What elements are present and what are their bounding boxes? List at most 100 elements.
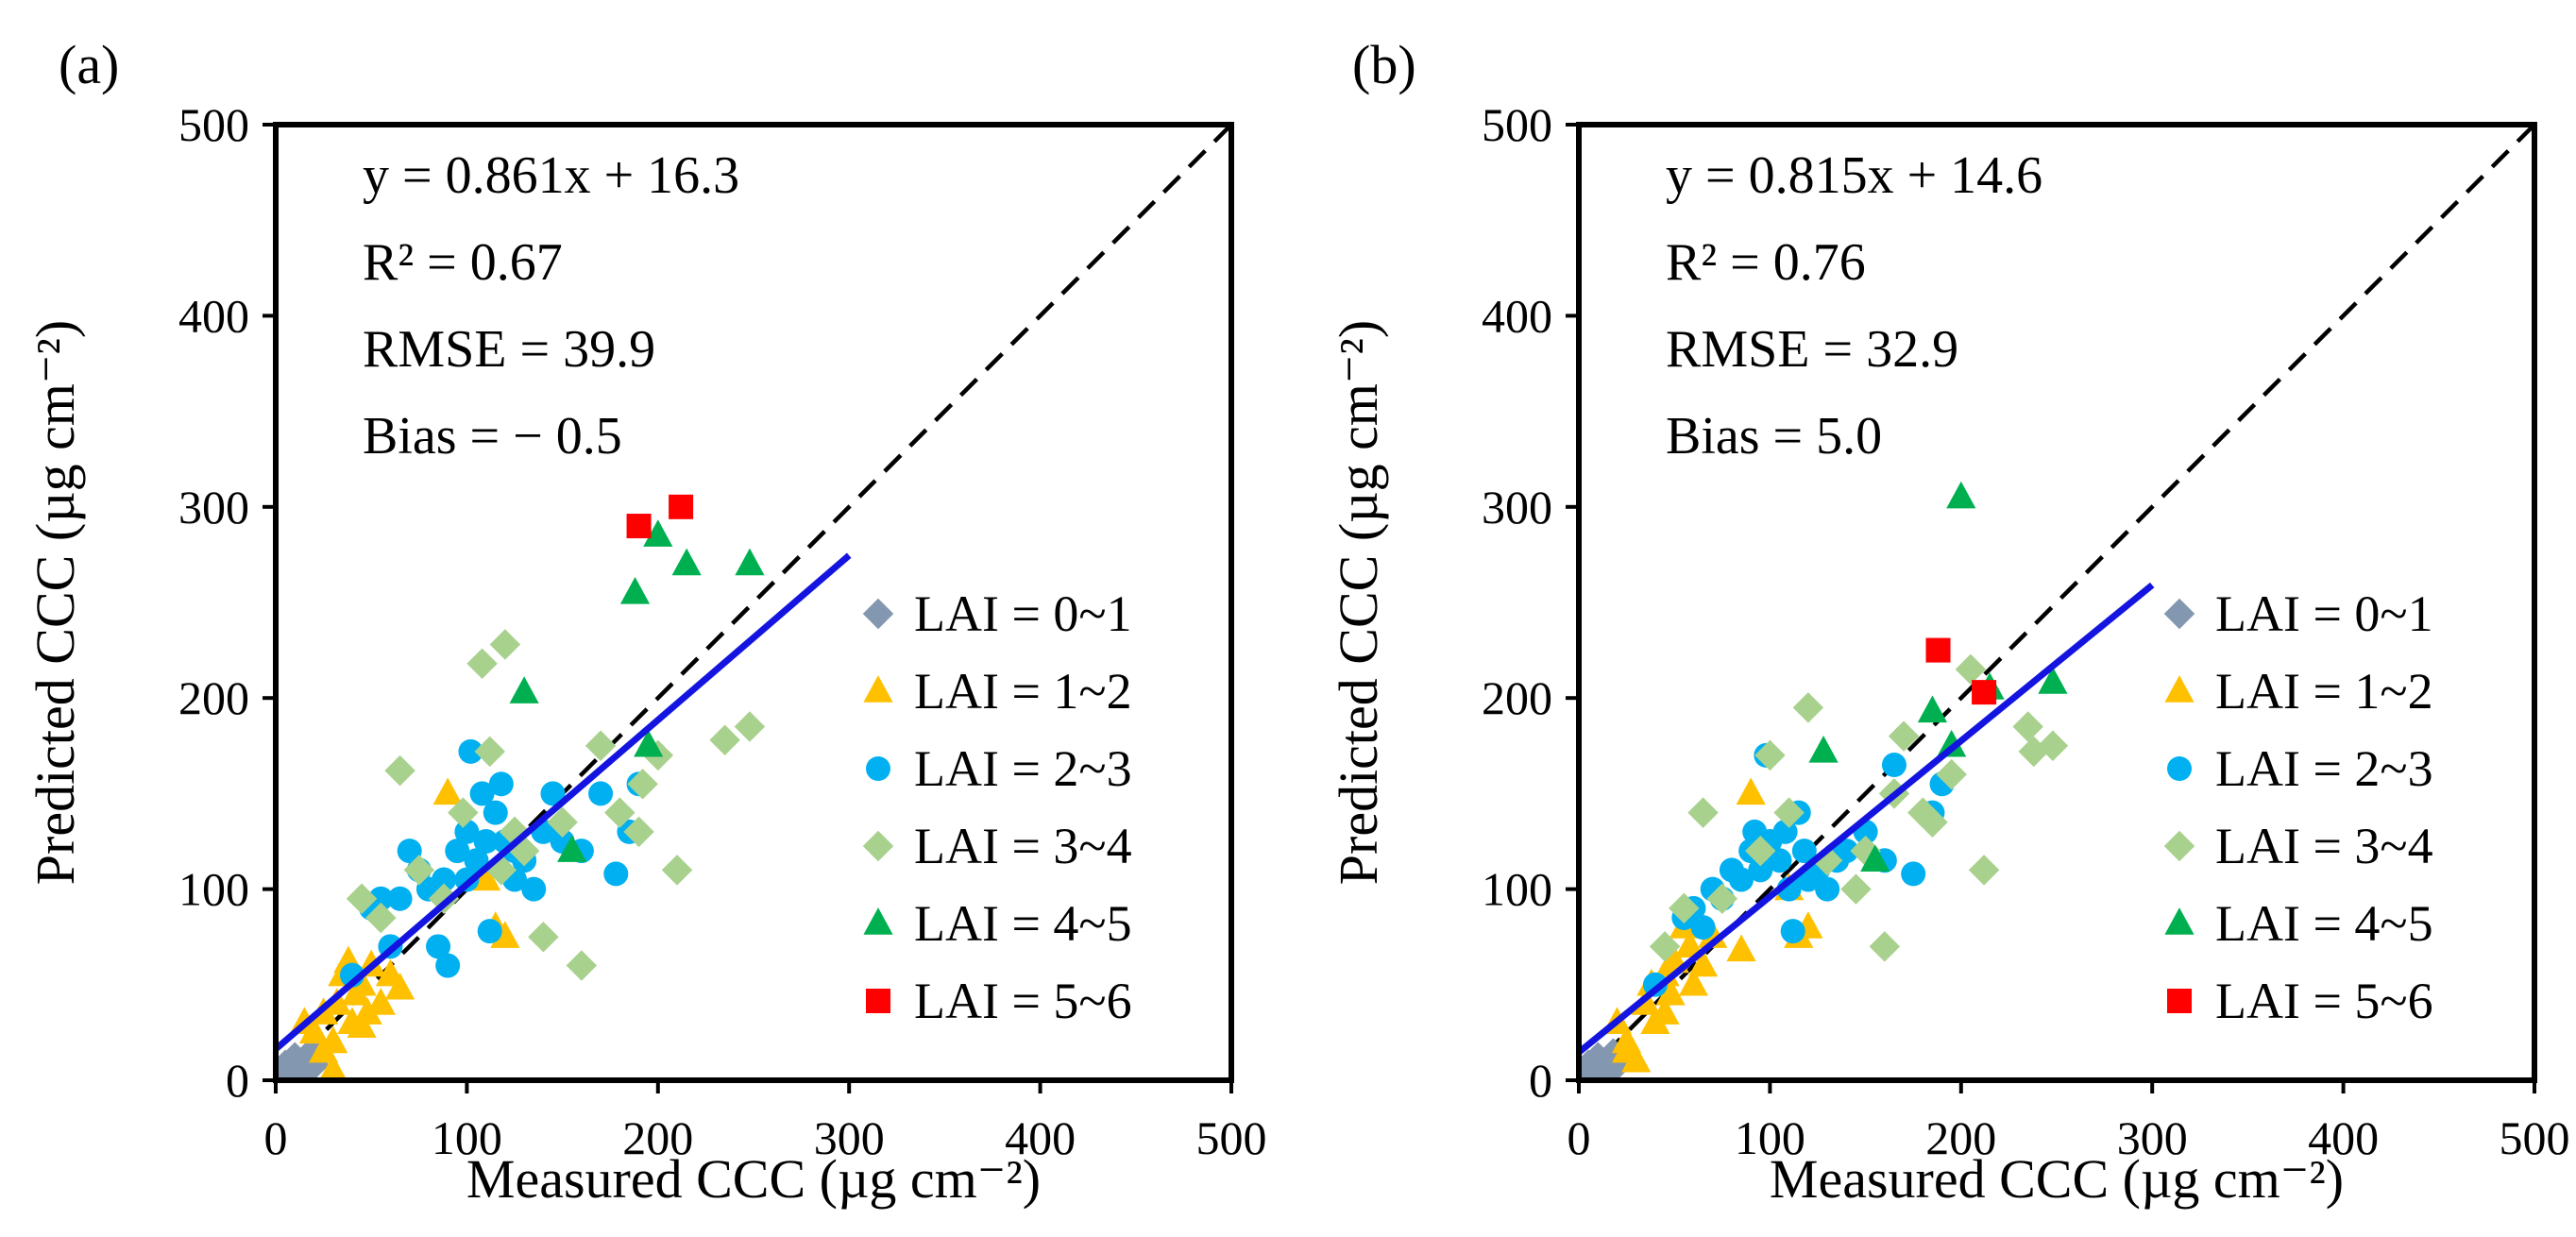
data-point (1745, 835, 1776, 867)
panel-label: (a) (59, 34, 119, 95)
legend: LAI = 0~1 LAI = 1~2 LAI = 2~3 LAI = 3~4 LAI … (2163, 585, 2433, 1029)
data-point (1687, 949, 1719, 977)
plot-area (1579, 125, 2534, 1080)
one-to-one-line (276, 125, 1231, 1080)
legend-label: LAI = 0~1 (914, 585, 1132, 642)
data-point (1860, 844, 1890, 872)
plot-frame (1576, 122, 2537, 1083)
data-point (428, 883, 460, 914)
x-tick-label: 0 (1568, 1111, 1591, 1164)
stats-line: Bias = 5.0 (1666, 407, 1882, 466)
data-point (368, 886, 394, 911)
stats-line: R² = 0.76 (1666, 233, 1866, 292)
data-point (489, 629, 521, 660)
data-point (509, 676, 539, 703)
data-point (1748, 857, 1773, 883)
data-point (1869, 931, 1901, 962)
panel-b: (b) 0 100 200 300 400 500 0 100 200 300 400 500 Measu… (1328, 34, 2570, 1210)
x-tick-label: 300 (2117, 1111, 2188, 1164)
x-tick-label: 500 (1196, 1111, 1267, 1164)
data-point (603, 861, 629, 887)
data-point (1901, 861, 1926, 887)
data-point (1754, 739, 1786, 771)
data-point (432, 777, 463, 805)
data-point (643, 519, 673, 547)
legend-swatch (863, 907, 893, 935)
y-tick-label: 400 (1482, 289, 1552, 342)
data-point (734, 711, 766, 742)
legend-label: LAI = 3~4 (914, 818, 1132, 874)
data-point (384, 754, 415, 787)
data-point (458, 738, 483, 764)
data-point (1917, 806, 1948, 839)
data-point (1834, 839, 1859, 864)
y-tick-label: 100 (1482, 863, 1552, 916)
data-point (365, 988, 396, 1015)
data-point (1936, 758, 1967, 790)
stats-line: y = 0.861x + 16.3 (363, 146, 739, 205)
x-tick-label: 500 (2500, 1111, 2570, 1164)
plot-frame (273, 122, 1234, 1083)
plot-area (276, 125, 1231, 1080)
data-point (318, 1054, 347, 1080)
data-point (547, 806, 578, 839)
legend-label: LAI = 1~2 (2215, 663, 2433, 720)
x-tick-label: 300 (814, 1111, 885, 1164)
data-point (585, 730, 617, 762)
data-point (488, 771, 514, 797)
data-point (1907, 797, 1939, 828)
data-point (1925, 637, 1951, 663)
legend: LAI = 0~1 LAI = 1~2 LAI = 2~3 LAI = 3~4 LAI … (862, 585, 1132, 1029)
series-5-6 (626, 494, 694, 539)
regression-line (1579, 582, 2155, 1056)
data-point (1706, 883, 1738, 914)
x-axis-title: Measured CCC (µg cm⁻²) (466, 1148, 1041, 1210)
data-point (627, 769, 658, 800)
x-tick-label: 200 (1925, 1111, 1996, 1164)
stats-line: Bias = − 0.5 (363, 407, 622, 466)
y-axis-title: Predicted CCC (µg cm⁻²) (1328, 320, 1389, 886)
data-point (709, 724, 740, 755)
legend-swatch (2167, 756, 2192, 781)
legend-label: LAI = 0~1 (2215, 585, 2433, 642)
data-point (309, 1035, 339, 1063)
data-point (566, 950, 598, 981)
data-point (365, 902, 397, 934)
data-point (298, 1016, 330, 1044)
data-point (1690, 915, 1716, 940)
data-point (661, 855, 693, 886)
data-point (464, 848, 489, 873)
data-point (403, 855, 435, 886)
legend-label: LAI = 4~5 (2215, 895, 2433, 952)
data-point (521, 876, 547, 902)
y-tick-label: 0 (1529, 1054, 1552, 1107)
data-point (1736, 777, 1766, 805)
data-point (2012, 711, 2043, 742)
data-point (634, 729, 664, 757)
regression-line (276, 552, 852, 1052)
legend-swatch (866, 989, 890, 1013)
y-tick-label: 100 (178, 863, 249, 916)
legend-swatch (2163, 598, 2195, 630)
data-point (1881, 753, 1907, 778)
data-point (557, 835, 587, 862)
data-point (1687, 797, 1719, 828)
legend-label: LAI = 5~6 (914, 973, 1132, 1029)
data-point (1968, 855, 2000, 886)
x-tick-label: 400 (2308, 1111, 2379, 1164)
legend-label: LAI = 3~4 (2215, 818, 2433, 874)
series-3-4 (346, 629, 766, 981)
y-tick-label: 0 (226, 1054, 249, 1107)
x-tick-label: 100 (1735, 1111, 1805, 1164)
legend-label: LAI = 2~3 (914, 740, 1132, 797)
stats-line: R² = 0.67 (363, 233, 563, 292)
stats-line: RMSE = 39.9 (363, 320, 655, 379)
data-point (1815, 876, 1840, 902)
y-tick-label: 500 (1482, 98, 1552, 151)
data-point (1767, 848, 1792, 873)
y-tick-label: 200 (1482, 671, 1552, 724)
data-point (528, 921, 559, 953)
data-point (384, 972, 415, 1000)
